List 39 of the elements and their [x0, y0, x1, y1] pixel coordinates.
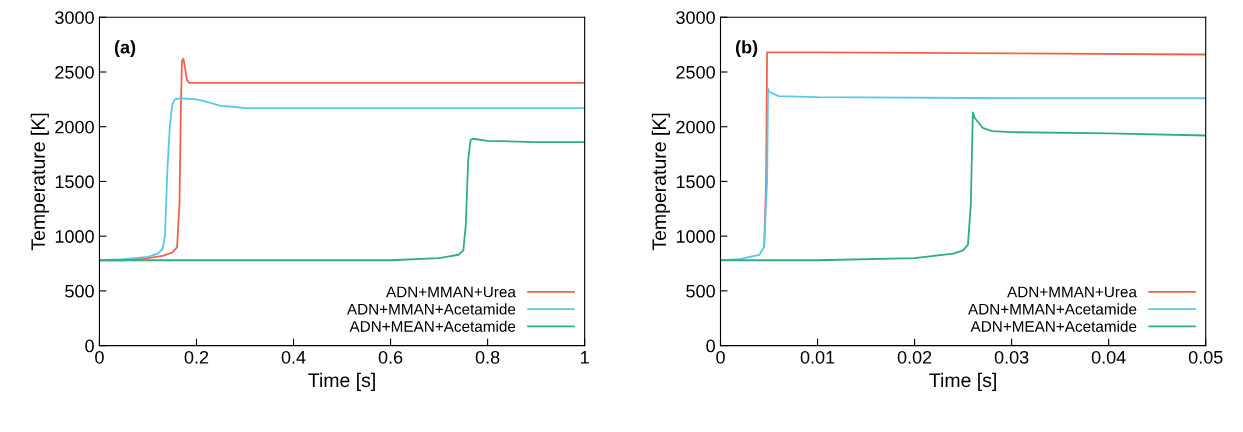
legend-label: ADN+MMAN+Acetamide [346, 303, 516, 315]
annotation: (a) [114, 40, 136, 58]
y-tick-label: 1500 [676, 175, 715, 189]
x-tick-label: 1 [581, 351, 589, 364]
x-tick-label: 0 [716, 350, 725, 364]
y-tick-label: 3000 [676, 11, 715, 24]
x-tick-label: 0.8 [475, 350, 500, 364]
legend-label: ADN+MMAN+Urea [386, 286, 516, 298]
y-tick-label: 2500 [55, 65, 94, 79]
x-tick-label: 0.03 [994, 350, 1029, 364]
y-tick-label: 1500 [55, 175, 94, 189]
x-axis-title: Time [s] [929, 372, 996, 391]
legend-label: ADN+MMAN+Urea [1007, 286, 1137, 298]
x-tick-label: 0 [95, 350, 104, 364]
x-tick-label: 0.04 [1091, 350, 1126, 364]
y-tick-label: 1000 [55, 230, 94, 243]
y-tick-label: 3000 [55, 11, 94, 24]
x-tick-label: 0.2 [184, 350, 209, 364]
x-tick-label: 0.05 [1188, 350, 1223, 364]
legend-label: ADN+MMAN+Acetamide [968, 303, 1137, 315]
x-tick-label: 0.6 [378, 350, 403, 364]
y-tick-label: 2000 [55, 120, 94, 134]
annotation: (b) [735, 40, 758, 58]
x-tick-label: 0.02 [897, 350, 932, 364]
x-tick-label: 0.01 [800, 350, 835, 364]
y-tick-label: 0 [706, 339, 715, 353]
y-tick-label: 500 [686, 284, 715, 298]
y-tick-label: 500 [65, 284, 94, 298]
y-tick-label: 2000 [676, 120, 715, 134]
y-tick-label: 0 [85, 339, 94, 353]
y-axis-title: Temperature [K] [30, 113, 49, 251]
y-tick-label: 2500 [676, 65, 715, 79]
y-tick-label: 1000 [676, 230, 715, 243]
line-series [99, 137, 585, 262]
legend-label: ADN+MEAN+Acetamide [970, 320, 1137, 332]
x-axis-title: Time [s] [308, 372, 375, 391]
x-tick-label: 0.4 [281, 350, 306, 364]
y-axis-title: Temperature [K] [651, 113, 670, 251]
legend-label: ADN+MEAN+Acetamide [349, 320, 516, 332]
